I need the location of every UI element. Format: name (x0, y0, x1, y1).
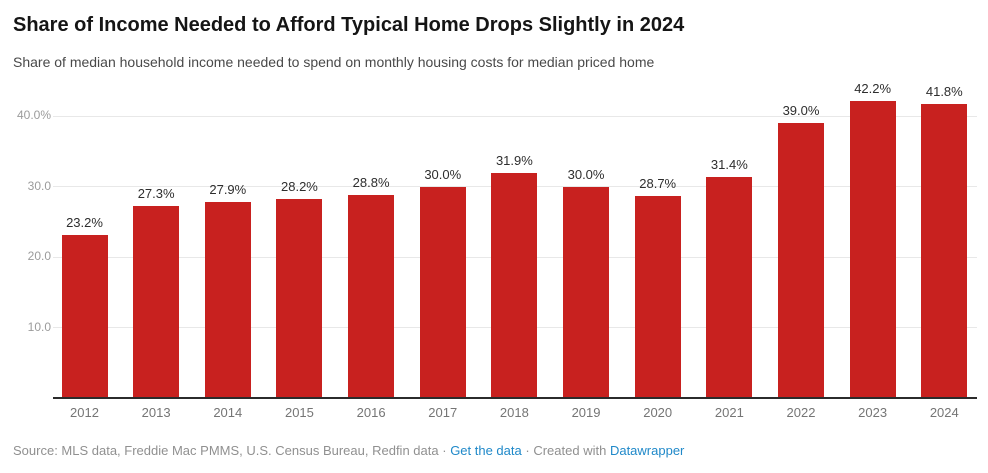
bar-value-label-2021: 31.4% (710, 156, 748, 172)
bar-2019 (563, 186, 610, 398)
bar-value-label-2019: 30.0% (567, 166, 605, 182)
x-axis-label-2021: 2021 (714, 405, 744, 420)
x-axis-label-2024: 2024 (929, 405, 959, 420)
bar-value-label-2012: 23.2% (66, 214, 103, 230)
bar-value-label-2017: 30.0% (424, 166, 462, 182)
bar-2023 (849, 100, 896, 398)
bar-2022 (778, 123, 824, 398)
bar-2016 (348, 195, 395, 398)
x-axis-label-2020: 2020 (643, 405, 673, 420)
bar-value-label-2014: 27.9% (209, 181, 247, 197)
bar-value-label-2024: 41.8% (925, 83, 963, 99)
bar-2018 (491, 173, 538, 398)
chart-title: Share of Income Needed to Afford Typical… (13, 14, 685, 36)
y-gridline (53, 115, 977, 117)
y-axis-tick-label: 10.0 (27, 319, 51, 334)
x-axis-label-2023: 2023 (858, 405, 888, 420)
y-axis-tick-label: 30.0 (27, 178, 51, 193)
y-axis-tick-label: 20.0 (27, 249, 51, 264)
x-axis-label-2014: 2014 (213, 405, 243, 420)
created-with-text: Created with (533, 443, 607, 458)
x-axis-label-2016: 2016 (356, 405, 386, 420)
bar-2024 (921, 103, 968, 398)
chart-subtitle: Share of median household income needed … (13, 54, 655, 70)
x-axis-label-2018: 2018 (499, 405, 529, 420)
get-the-data-link[interactable]: Get the data (450, 443, 522, 458)
bar-2014 (204, 201, 251, 398)
bar-value-label-2015: 28.2% (281, 179, 318, 195)
bar-2012 (61, 234, 108, 398)
x-axis-label-2019: 2019 (571, 405, 601, 420)
x-axis-label-2017: 2017 (428, 405, 458, 420)
bar-value-label-2016: 28.8% (352, 175, 390, 191)
datawrapper-link[interactable]: Datawrapper (609, 443, 685, 458)
bar-value-label-2018: 31.9% (495, 153, 533, 169)
x-axis-label-2022: 2022 (786, 405, 816, 420)
bar-value-label-2020: 28.7% (639, 175, 677, 191)
bar-value-label-2022: 39.0% (782, 103, 820, 119)
x-axis-baseline (53, 397, 977, 399)
bar-2015 (276, 199, 323, 398)
bar-2020 (634, 195, 681, 398)
x-axis-label-2012: 2012 (70, 405, 99, 420)
footer-separator: · (525, 443, 530, 458)
x-axis-label-2015: 2015 (284, 405, 314, 420)
chart-footer: Source: MLS data, Freddie Mac PMMS, U.S.… (13, 443, 684, 458)
bar-2013 (133, 205, 180, 398)
source-text: Source: MLS data, Freddie Mac PMMS, U.S.… (13, 443, 439, 458)
bar-value-label-2013: 27.3% (137, 185, 175, 201)
bar-2017 (419, 186, 466, 398)
x-axis-label-2013: 2013 (141, 405, 171, 420)
bar-value-label-2023: 42.2% (854, 80, 892, 96)
footer-separator: · (442, 443, 447, 458)
y-axis-tick-label: 40.0% (16, 108, 51, 123)
bar-2021 (706, 176, 753, 398)
